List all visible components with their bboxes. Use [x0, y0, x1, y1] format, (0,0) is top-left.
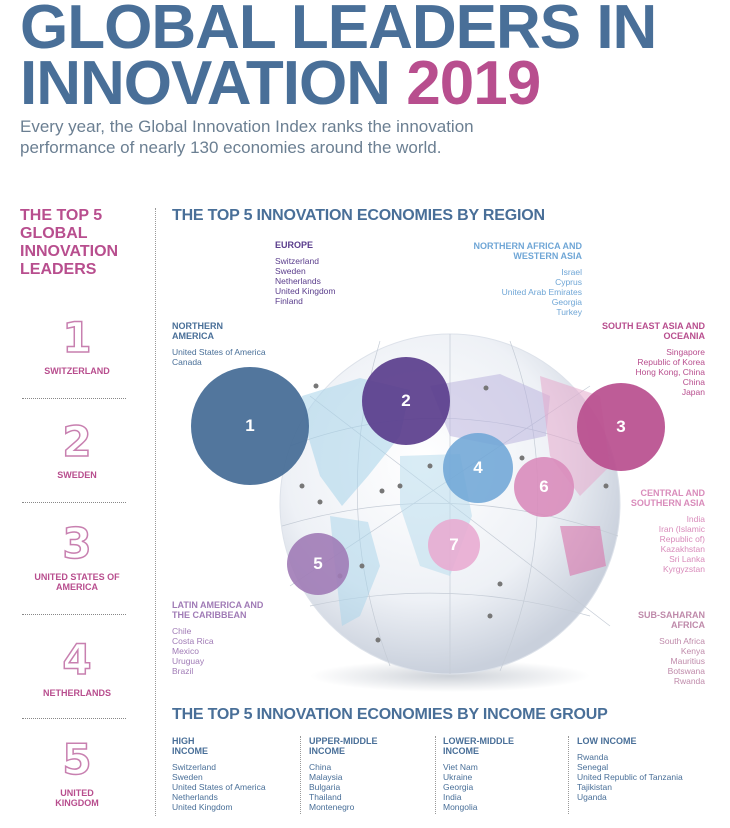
subtitle: Every year, the Global Innovation Index …: [20, 117, 474, 157]
income-group-countries: Switzerland Sweden United States of Amer…: [172, 762, 266, 812]
title-line2: INNOVATION: [20, 49, 391, 118]
region-bubble-4: 4: [443, 433, 513, 503]
divider: [22, 398, 126, 399]
income-group-name: LOWER-MIDDLE INCOME: [443, 736, 514, 756]
divider: [22, 718, 126, 719]
region-countries: India Iran (Islamic Republic of) Kazakhs…: [658, 514, 705, 574]
income-group-countries: Viet Nam Ukraine Georgia India Mongolia: [443, 762, 478, 812]
region-heading: THE TOP 5 INNOVATION ECONOMIES BY REGION: [172, 207, 545, 224]
income-heading: THE TOP 5 INNOVATION ECONOMIES BY INCOME…: [172, 706, 608, 723]
column-divider: [155, 208, 156, 816]
income-group-countries: Rwanda Senegal United Republic of Tanzan…: [577, 752, 683, 802]
leader-name: UNITED KINGDOM: [55, 788, 99, 808]
income-group-high: HIGH INCOME Switzerland Sweden United St…: [172, 736, 300, 812]
leader-rank: 2: [62, 417, 93, 466]
leaders-heading: THE TOP 5 GLOBAL INNOVATION LEADERS: [20, 207, 119, 278]
income-group-name: LOW INCOME: [577, 736, 637, 746]
region-name: LATIN AMERICA AND THE CARIBBEAN: [172, 600, 264, 620]
page-title: GLOBAL LEADERS IN INNOVATION 2019: [20, 0, 720, 115]
region-countries: United States of America Canada: [172, 347, 266, 367]
income-group-name: HIGH INCOME: [172, 736, 208, 756]
region-countries: Switzerland Sweden Netherlands United Ki…: [275, 256, 336, 306]
region-bubble-5: 5: [287, 533, 349, 595]
region-countries: Chile Costa Rica Mexico Uruguay Brazil: [172, 626, 214, 676]
region-bubble-1: 1: [191, 367, 309, 485]
region-name: SOUTH EAST ASIA AND OCEANIA: [601, 321, 705, 341]
region-countries: South Africa Kenya Mauritius Botswana Rw…: [659, 636, 705, 686]
leader-name: SWITZERLAND: [44, 366, 110, 376]
divider: [22, 614, 126, 615]
region-name: NORTHERN AMERICA: [172, 321, 223, 341]
leader-rank: 4: [62, 635, 93, 684]
divider: [22, 502, 126, 503]
leader-name: UNITED STATES OF AMERICA: [34, 572, 120, 592]
income-group-low: LOW INCOME Rwanda Senegal United Republi…: [577, 736, 717, 802]
region-countries: Singapore Republic of Korea Hong Kong, C…: [635, 347, 705, 397]
leader-item: 3 UNITED STATES OF AMERICA: [18, 519, 136, 592]
leader-item: 1 SWITZERLAND: [18, 313, 136, 376]
region-europe: EUROPE Switzerland Sweden Netherlands Un…: [275, 240, 395, 306]
leader-name: SWEDEN: [57, 470, 97, 480]
region-bubble-2: 2: [362, 357, 450, 445]
region-bubble-3: 3: [577, 383, 665, 471]
region-countries: Israel Cyprus United Arab Emirates Georg…: [501, 267, 582, 317]
title-year: 2019: [406, 49, 541, 118]
leader-item: 4 NETHERLANDS: [18, 635, 136, 698]
leader-rank: 3: [62, 519, 93, 568]
divider: [435, 736, 436, 814]
divider: [300, 736, 301, 814]
region-central-southern-asia: CENTRAL AND SOUTHERN ASIA India Iran (Is…: [620, 488, 705, 574]
title-line1: GLOBAL LEADERS IN: [20, 0, 657, 62]
leader-rank: 5: [62, 735, 93, 784]
region-south-east-asia: SOUTH EAST ASIA AND OCEANIA Singapore Re…: [585, 321, 705, 397]
region-sub-saharan-africa: SUB-SAHARAN AFRICA South Africa Kenya Ma…: [610, 610, 705, 686]
region-northern-africa: NORTHERN AFRICA AND WESTERN ASIA Israel …: [462, 241, 583, 317]
leader-rank: 1: [62, 313, 93, 362]
region-bubble-6: 6: [514, 457, 574, 517]
region-latin-america: LATIN AMERICA AND THE CARIBBEAN Chile Co…: [172, 600, 268, 676]
leader-item: 2 SWEDEN: [18, 417, 136, 480]
income-group-lower-middle: LOWER-MIDDLE INCOME Viet Nam Ukraine Geo…: [443, 736, 571, 812]
leader-name: NETHERLANDS: [42, 688, 111, 698]
income-group-name: UPPER-MIDDLE INCOME: [309, 736, 378, 756]
region-northern-america: NORTHERN AMERICA United States of Americ…: [172, 321, 266, 367]
region-name: CENTRAL AND SOUTHERN ASIA: [630, 488, 705, 508]
income-group-upper-middle: UPPER-MIDDLE INCOME China Malaysia Bulga…: [309, 736, 437, 812]
region-name: EUROPE: [275, 240, 314, 250]
region-bubble-7: 7: [428, 519, 480, 571]
leader-item: 5 UNITED KINGDOM: [18, 735, 136, 808]
divider: [568, 736, 569, 814]
income-group-countries: China Malaysia Bulgaria Thailand Montene…: [309, 762, 355, 812]
region-name: NORTHERN AFRICA AND WESTERN ASIA: [473, 241, 583, 261]
region-name: SUB-SAHARAN AFRICA: [638, 610, 705, 630]
